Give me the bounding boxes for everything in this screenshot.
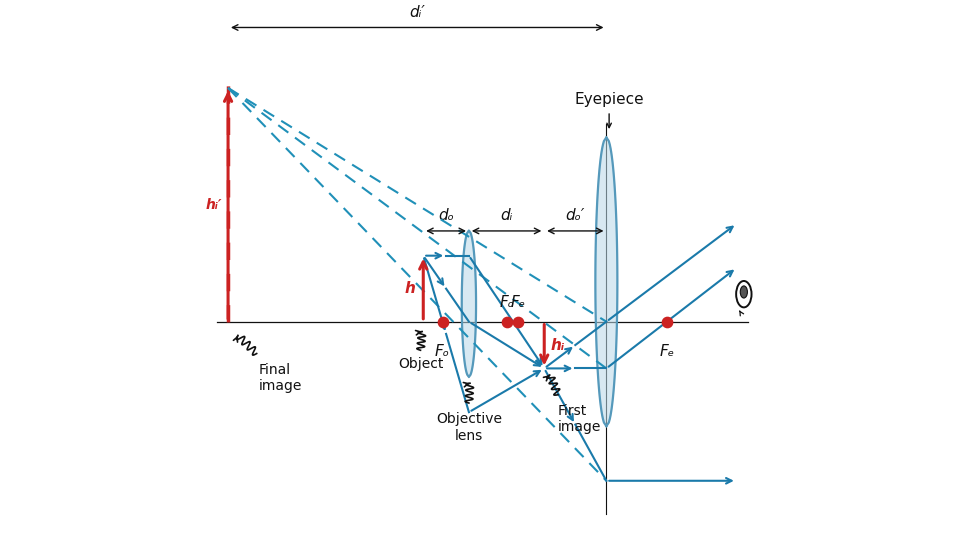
Text: Object: Object — [398, 357, 444, 371]
Text: h: h — [405, 281, 415, 296]
Text: Fₑ: Fₑ — [660, 343, 674, 358]
Point — [499, 317, 515, 326]
Text: Fₒ: Fₒ — [435, 343, 450, 358]
Text: dₒ′: dₒ′ — [565, 208, 585, 223]
Text: First
image: First image — [558, 404, 601, 434]
Ellipse shape — [737, 281, 751, 307]
Polygon shape — [462, 231, 476, 377]
Text: Fₑ: Fₑ — [511, 295, 526, 310]
Text: hᵢ: hᵢ — [551, 337, 565, 352]
Ellipse shape — [740, 286, 747, 298]
Text: Final
image: Final image — [258, 363, 302, 393]
Point — [435, 317, 450, 326]
Polygon shape — [595, 137, 618, 426]
Text: Fₒ: Fₒ — [500, 295, 515, 310]
Text: dₒ: dₒ — [438, 208, 454, 223]
Text: Objective
lens: Objective lens — [436, 412, 502, 443]
Text: dᵢ: dᵢ — [500, 208, 513, 223]
Text: dᵢ′: dᵢ′ — [410, 6, 425, 20]
Text: hᵢ′: hᵢ′ — [206, 198, 223, 212]
Point — [511, 317, 526, 326]
Point — [659, 317, 674, 326]
Text: Eyepiece: Eyepiece — [574, 92, 644, 107]
